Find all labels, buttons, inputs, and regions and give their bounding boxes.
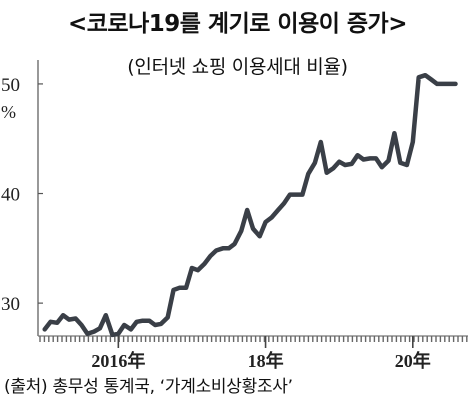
series-layer	[42, 72, 458, 338]
x-minor-ticks	[39, 336, 468, 342]
x-axis: 2016年 18年 20年	[38, 335, 468, 371]
x-tick-label: 20年	[395, 350, 431, 371]
y-axis: 30 40 50%	[1, 60, 43, 336]
y-unit-label: %	[1, 102, 16, 122]
y-tick-label: 40	[1, 185, 20, 206]
y-tick-label: 50	[1, 75, 20, 96]
chart-subtitle: (인터넷 쇼핑 이용세대 비율)	[127, 56, 348, 78]
source-note: (출처) 총무성 통계국, ‘가계소비상황조사’	[4, 377, 293, 397]
x-tick-label: 2016年	[91, 350, 145, 371]
chart-title: <코로나19를 계기로 이용이 증가>	[68, 11, 408, 37]
y-tick-label: 30	[1, 294, 20, 315]
x-tick-label: 18年	[248, 350, 284, 371]
series-line	[42, 72, 458, 338]
